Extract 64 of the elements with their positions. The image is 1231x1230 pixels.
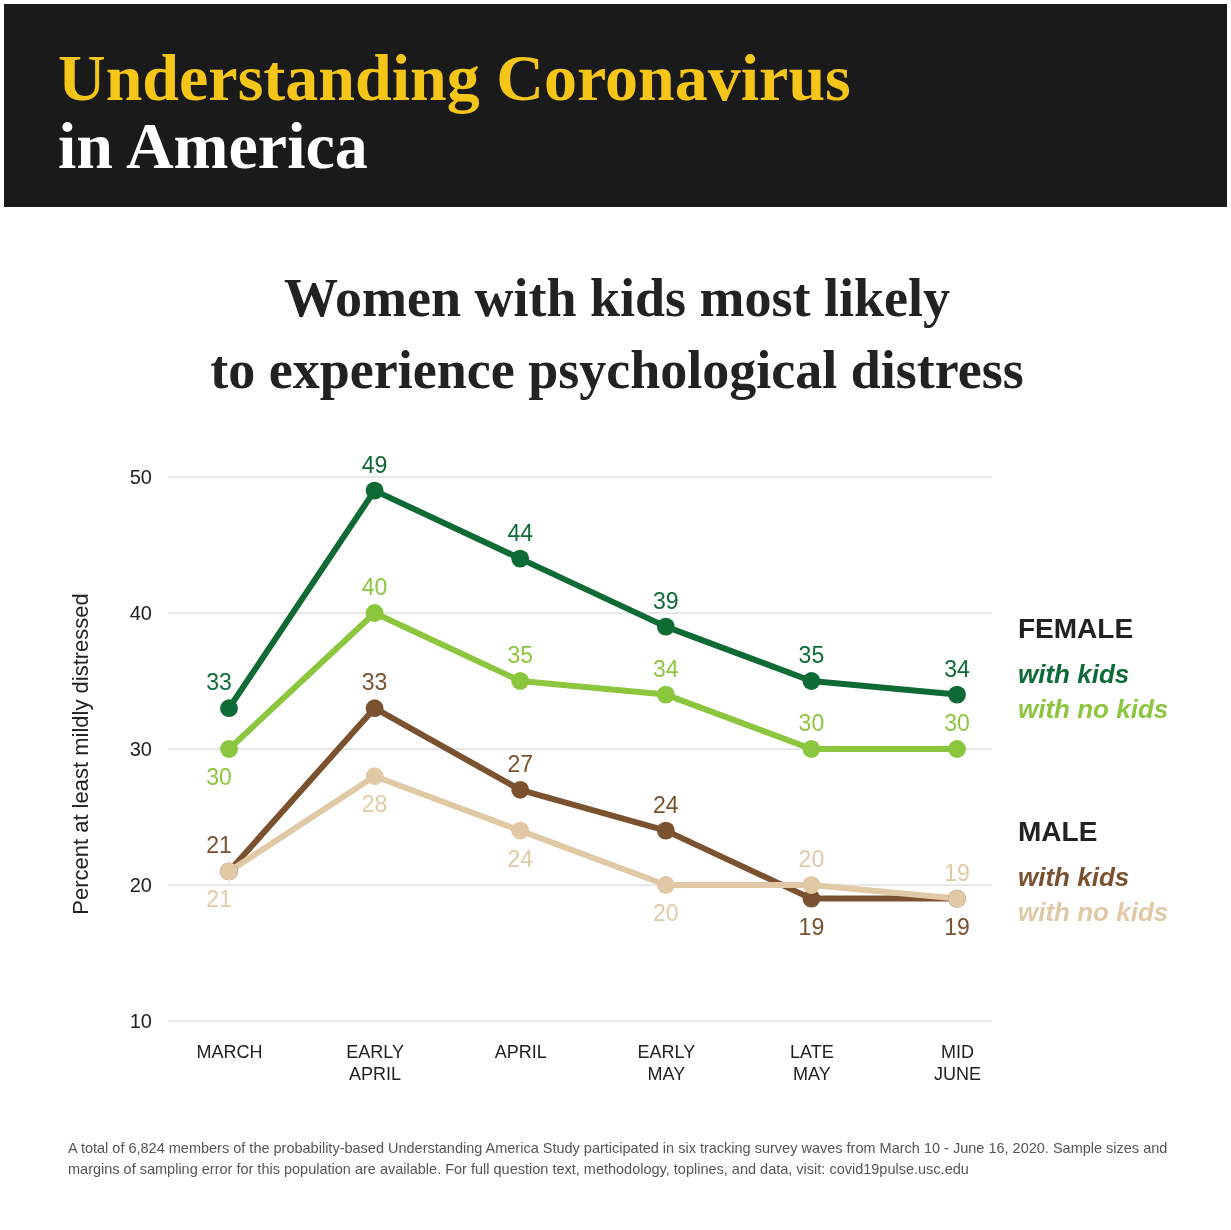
text: MALE <box>1018 816 1098 847</box>
text: A total of 6,824 members of the probability-based Understanding America Study participated in six tracking survey waves from March 10 - June 16, 2020. Sample sizes and margins of sampling error for this population are available. For full question text, methodology, toplines, and data, visit: covid19pulse.usc.edu <box>68 1139 1169 1179</box>
point <box>220 740 238 758</box>
data-label: 30 <box>798 710 825 736</box>
point <box>511 549 530 568</box>
y-tick-label: 50 <box>129 465 152 488</box>
data-label: 39 <box>653 587 679 614</box>
chart-title: Understanding Coronavirus in America <box>58 41 851 182</box>
y-tick-label: 40 <box>129 601 152 624</box>
data-label: 40 <box>361 574 388 600</box>
point <box>656 876 675 894</box>
point <box>365 604 384 622</box>
point <box>220 699 238 718</box>
data-label: 33 <box>206 669 232 696</box>
y-tick-label: 10 <box>129 1009 152 1032</box>
x-tick-label: MID JUNE <box>933 1041 982 1085</box>
data-label: 20 <box>798 846 825 872</box>
y-tick-label: 30 <box>129 737 152 760</box>
x-tick-label: LATE MAY <box>790 1041 834 1085</box>
data-label: 19 <box>944 859 970 886</box>
point <box>365 481 384 500</box>
data-label: 24 <box>507 845 534 872</box>
data-label: 21 <box>206 832 232 859</box>
point <box>511 780 530 799</box>
data-label: 34 <box>653 655 679 682</box>
data-label: 34 <box>944 655 970 682</box>
data-label: 21 <box>206 886 232 913</box>
text: with kids <box>1018 862 1130 892</box>
text: with no kids <box>1018 694 1169 724</box>
text: FEMALE <box>1018 613 1134 644</box>
data-label: 19 <box>798 913 825 940</box>
x-tick-label: MARCH <box>196 1041 263 1062</box>
x-tick-label: APRIL <box>494 1041 547 1062</box>
chart-subtitle: Women with kids most likely to experience psychological distress <box>210 268 1024 400</box>
point <box>948 740 966 758</box>
data-label: 24 <box>653 791 679 818</box>
data-label: 49 <box>361 451 388 478</box>
text: with no kids <box>1018 897 1169 927</box>
point <box>511 672 530 690</box>
data-label: 28 <box>361 791 388 818</box>
point <box>656 685 675 704</box>
y-axis-title: Percent at least mildly distressed <box>68 593 93 915</box>
data-label: 19 <box>944 913 970 940</box>
point <box>511 821 530 840</box>
data-label: 30 <box>206 764 232 790</box>
x-tick-label: EARLY APRIL <box>346 1041 404 1085</box>
point <box>802 876 821 894</box>
data-label: 35 <box>507 642 533 668</box>
point <box>656 617 675 636</box>
point <box>802 672 821 690</box>
data-label: 33 <box>361 669 388 696</box>
text: with kids <box>1018 659 1130 689</box>
point <box>656 821 675 840</box>
data-label: 35 <box>798 642 825 668</box>
point <box>365 699 384 718</box>
data-label: 27 <box>507 750 533 777</box>
x-tick-label: EARLY MAY <box>637 1041 696 1085</box>
data-label: 44 <box>507 519 534 546</box>
data-label: 20 <box>653 900 679 926</box>
y-tick-label: 20 <box>129 873 152 896</box>
data-label: 30 <box>944 710 970 736</box>
point <box>802 740 821 758</box>
point <box>948 685 966 704</box>
point <box>365 767 384 786</box>
